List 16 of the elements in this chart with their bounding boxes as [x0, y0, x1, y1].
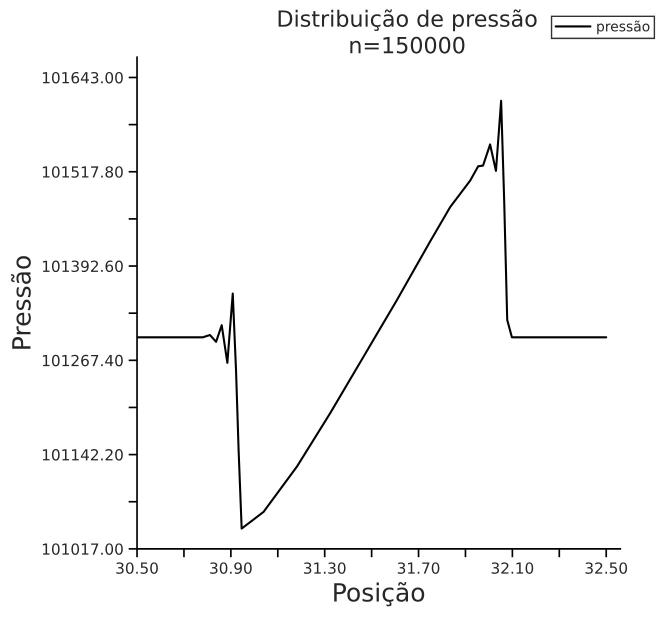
x-tick-label: 32.10 [492, 562, 534, 574]
y-axis-title: Pressão [11, 256, 31, 349]
x-tick-label: 31.70 [398, 562, 440, 574]
chart-title: Distribuição de pressão n=150000 [278, 9, 537, 54]
y-tick-label: 101517.80 [42, 166, 123, 178]
y-tick-label: 101142.20 [42, 449, 123, 461]
x-tick-label: 31.30 [304, 562, 346, 574]
y-tick-label: 101643.00 [42, 72, 123, 84]
legend-label: pressão [597, 20, 650, 34]
y-tick-label: 101267.40 [42, 354, 123, 366]
x-tick-label: 30.90 [210, 562, 252, 574]
x-tick-label: 30.50 [116, 562, 158, 574]
x-tick-label: 32.50 [586, 562, 628, 574]
y-tick-label: 101392.60 [42, 260, 123, 272]
y-tick-label: 101017.00 [42, 543, 123, 555]
x-axis-title: Posição [334, 582, 424, 606]
